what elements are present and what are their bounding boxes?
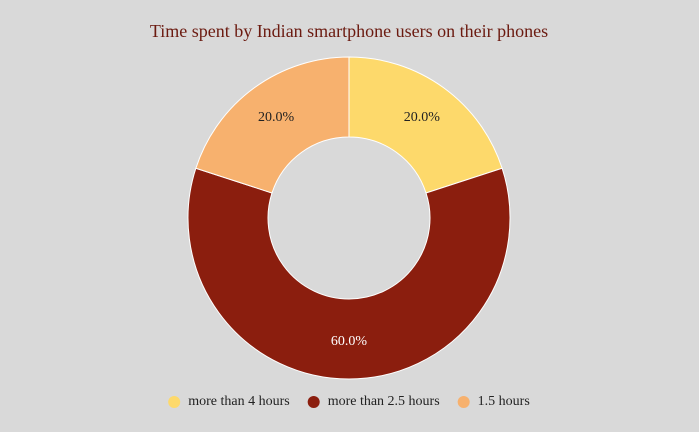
- legend-label: more than 4 hours: [188, 394, 289, 409]
- legend: more than 4 hours more than 2.5 hours 1.5 …: [168, 394, 530, 409]
- chart-title: Time spent by Indian smartphone users on…: [150, 21, 548, 41]
- donut-segment: [187, 167, 511, 380]
- donut-segment: [348, 56, 503, 194]
- legend-marker: [457, 396, 470, 408]
- data-label: 20.0%: [258, 110, 295, 125]
- data-label: 60.0%: [331, 334, 368, 349]
- legend-marker: [168, 396, 181, 408]
- data-label: 20.0%: [404, 110, 441, 125]
- legend-marker: [307, 396, 320, 408]
- legend-label: more than 2.5 hours: [328, 394, 440, 409]
- donut-segment: [195, 56, 350, 194]
- legend-label: 1.5 hours: [478, 394, 530, 409]
